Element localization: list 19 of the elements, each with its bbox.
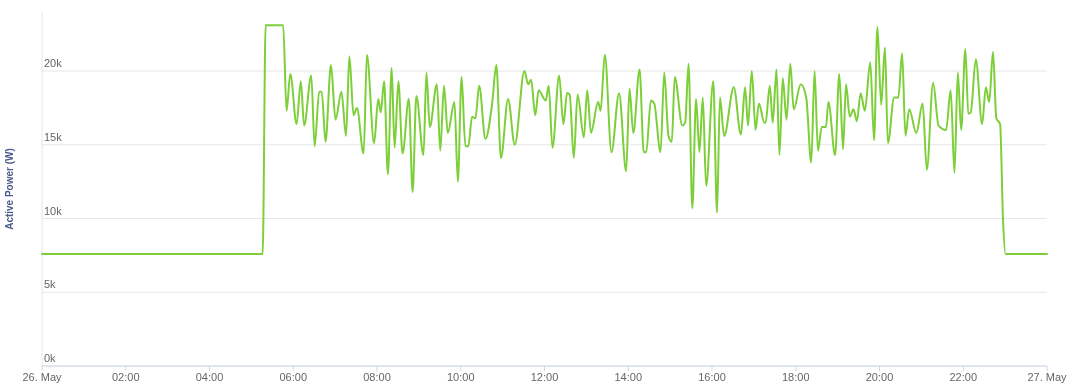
y-tick-label: 20k: [44, 57, 63, 69]
y-axis-title: Active Power (W): [4, 148, 15, 230]
x-tick-label: 06:00: [279, 371, 308, 383]
x-tick-label: 02:00: [111, 371, 140, 383]
x-tick-label: 16:00: [698, 371, 726, 383]
y-tick-label: 10k: [44, 204, 63, 217]
x-tick-label: 08:00: [363, 371, 391, 383]
y-tick-label: 5k: [44, 278, 57, 291]
y-tick-label: 0k: [44, 352, 57, 364]
x-tick-label: 18:00: [781, 371, 810, 383]
x-tick-label: 22:00: [949, 371, 978, 383]
x-tick-label: 14:00: [614, 371, 643, 383]
x-tick-label: 20:00: [865, 371, 894, 383]
x-tick-label: 26. May: [22, 371, 63, 383]
y-tick-label: 15k: [44, 130, 63, 143]
x-tick-label: 27. May: [1027, 371, 1068, 383]
x-tick-label: 10:00: [446, 371, 475, 383]
x-tick-label: 12:00: [530, 371, 559, 383]
x-tick-label: 04:00: [195, 371, 224, 383]
